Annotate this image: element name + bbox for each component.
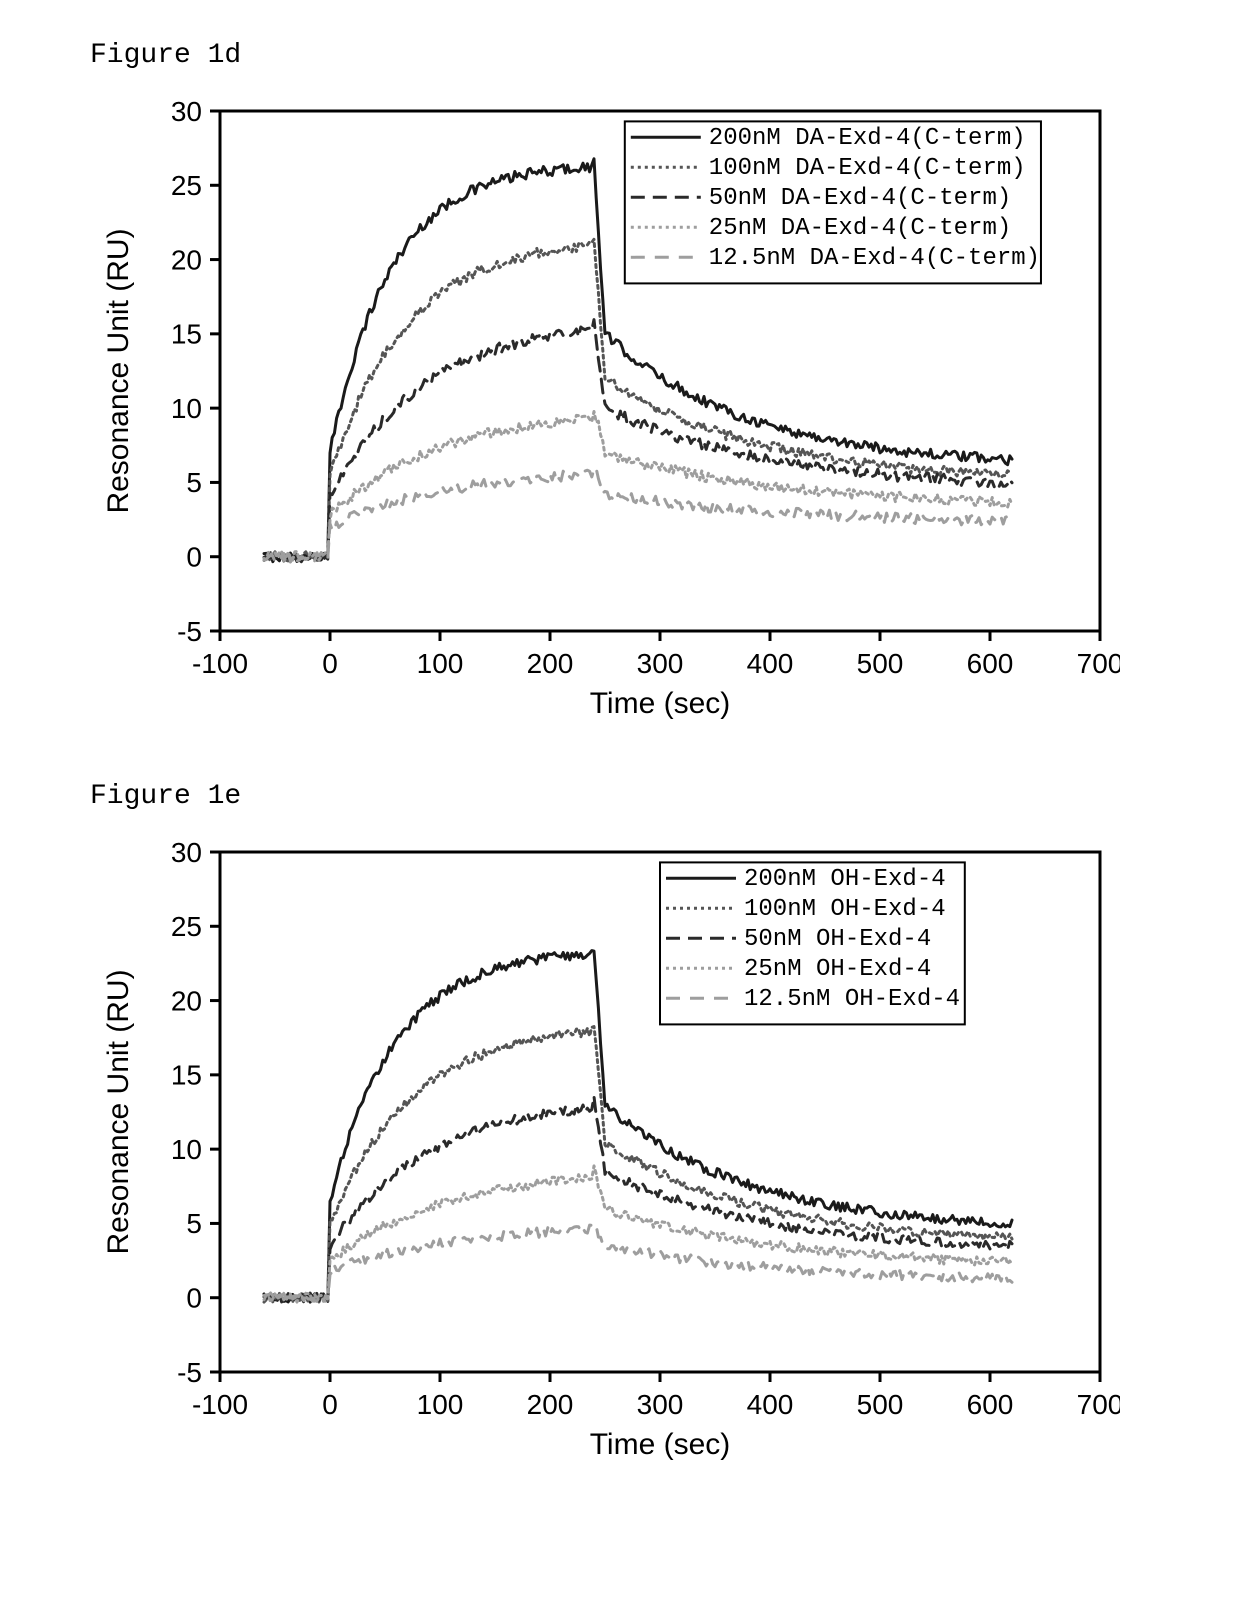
x-tick-label: 200 xyxy=(527,1389,574,1420)
page: Figure 1d -1000100200300400500600700-505… xyxy=(0,0,1240,1582)
legend-label: 25nM DA-Exd-4(C-term) xyxy=(709,215,1011,242)
legend-label: 50nM DA-Exd-4(C-term) xyxy=(709,185,1011,212)
x-tick-label: 600 xyxy=(967,648,1014,679)
y-tick-label: 25 xyxy=(171,911,202,942)
x-tick-label: -100 xyxy=(192,1389,248,1420)
y-tick-label: 5 xyxy=(186,467,202,498)
x-axis-label: Time (sec) xyxy=(590,1428,731,1461)
x-tick-label: 100 xyxy=(417,648,464,679)
y-tick-label: -5 xyxy=(177,1357,202,1388)
y-tick-label: 15 xyxy=(171,1060,202,1091)
y-tick-label: 0 xyxy=(186,1283,202,1314)
figure-1e-label: Figure 1e xyxy=(90,781,1180,812)
x-tick-label: 500 xyxy=(857,648,904,679)
y-axis-label: Resonance Unit (RU) xyxy=(102,228,135,513)
x-tick-label: 0 xyxy=(322,1389,338,1420)
x-tick-label: 700 xyxy=(1077,648,1120,679)
legend-label: 100nM OH-Exd-4 xyxy=(744,896,946,923)
y-tick-label: 10 xyxy=(171,393,202,424)
legend-label: 25nM OH-Exd-4 xyxy=(744,956,931,983)
x-tick-label: 300 xyxy=(637,648,684,679)
y-tick-label: 0 xyxy=(186,542,202,573)
x-tick-label: 100 xyxy=(417,1389,464,1420)
figure-1d-block: Figure 1d -100 0 100 200 300 400 500 600 700 -5 0 5… xyxy=(60,40,1180,731)
y-tick-label: 20 xyxy=(171,244,202,275)
legend-label: 50nM OH-Exd-4 xyxy=(744,926,931,953)
y-tick-label: 15 xyxy=(171,319,202,350)
legend-label: 100nM DA-Exd-4(C-term) xyxy=(709,155,1026,182)
x-tick-label: 200 xyxy=(527,648,574,679)
figure-1d-chart: -100 0 100 200 300 400 500 600 700 -5 0 5 10 15 20 25 30… xyxy=(100,91,1120,731)
y-tick-label: -5 xyxy=(177,616,202,647)
x-tick-label: 400 xyxy=(747,1389,794,1420)
figure-1d-label: Figure 1d xyxy=(90,40,1180,71)
y-tick-label: 25 xyxy=(171,170,202,201)
y-tick-label: 30 xyxy=(171,837,202,868)
legend: 200nM OH-Exd-4 100nM OH-Exd-4 50nM OH-Exd-… xyxy=(660,862,965,1024)
legend: 200nM DA-Exd-4(C-term) 100nM DA-Exd-4(C-t… xyxy=(625,121,1041,283)
x-tick-label: 400 xyxy=(747,648,794,679)
legend-label: 12.5nM DA-Exd-4(C-term) xyxy=(709,245,1040,272)
y-tick-label: 20 xyxy=(171,985,202,1016)
figure-1e-block: Figure 1e -100 0 100 200 300 400 500 600 700 -5 0 5… xyxy=(60,781,1180,1472)
x-tick-label: -100 xyxy=(192,648,248,679)
legend-label: 12.5nM OH-Exd-4 xyxy=(744,986,960,1013)
x-tick-label: 600 xyxy=(967,1389,1014,1420)
y-axis-label: Resonance Unit (RU) xyxy=(102,969,135,1254)
x-tick-label: 300 xyxy=(637,1389,684,1420)
x-tick-label: 700 xyxy=(1077,1389,1120,1420)
y-tick-label: 5 xyxy=(186,1208,202,1239)
legend-label: 200nM DA-Exd-4(C-term) xyxy=(709,125,1026,152)
legend-label: 200nM OH-Exd-4 xyxy=(744,866,946,893)
x-tick-label: 0 xyxy=(322,648,338,679)
x-tick-label: 500 xyxy=(857,1389,904,1420)
y-tick-label: 30 xyxy=(171,96,202,127)
x-axis-label: Time (sec) xyxy=(590,687,731,720)
y-tick-label: 10 xyxy=(171,1134,202,1165)
figure-1e-chart: -100 0 100 200 300 400 500 600 700 -5 0 5 10 15 20 25 30… xyxy=(100,832,1120,1472)
